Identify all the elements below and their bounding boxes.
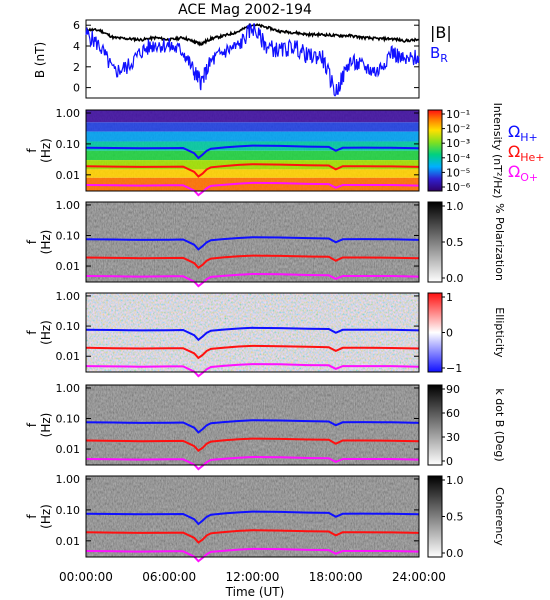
gyro-line-he-plus — [85, 163, 420, 178]
freq-tick-label: 0.01 — [56, 260, 81, 273]
freq-axis-label: f(Hz) — [25, 413, 53, 438]
freq-tick-label: 1.00 — [56, 473, 81, 486]
series-b-total — [85, 22, 420, 47]
colorbar-tick-label: 0 — [446, 327, 453, 340]
panel-power-spectrum: 1.00 0.10 0.01f(Hz) 10⁻¹ 10⁻²10⁻³ 10⁻⁴10⁻⁵ 10⁻… — [25, 103, 504, 199]
panel-ellipticity: 1.00 0.10 0.01f(Hz) 1 0 −1 Ellipticity — [25, 290, 506, 378]
colorbar-tick-label: 10⁻⁵ — [446, 166, 470, 179]
freq-axis-label: f(Hz) — [25, 504, 53, 529]
gyro-line-o-plus — [85, 272, 420, 288]
colorbar-tick-label: 0.5 — [446, 511, 464, 524]
figure-title: ACE Mag 2002-194 — [178, 2, 312, 18]
bfield-ytick-label: 4 — [73, 40, 80, 53]
gyro-legend: ΩH+ ΩHe+ ΩO+ — [508, 122, 545, 184]
gyro-line-he-plus — [85, 437, 420, 453]
x-tick-label: 18:00:00 — [309, 570, 363, 584]
colorbar-tick-label: 10⁻² — [446, 123, 470, 136]
bfield-yticks: 6 4 2 0 — [73, 19, 419, 95]
colorbar-tick-label: 10⁻⁶ — [446, 181, 471, 194]
gyro-line-he-plus — [85, 529, 420, 544]
freq-tick-label: 0.10 — [56, 138, 81, 151]
gyro-line-h-plus — [85, 144, 420, 160]
colorbar — [427, 384, 443, 466]
panel-polarization: 1.00 0.10 0.01f(Hz) 1.0 0.5 0.0 % Polarization — [25, 199, 506, 288]
gyro-line-o-plus — [85, 181, 420, 197]
x-axis: 00:00:00 06:00:00 12:00:00 18:00:00 24:00:00 — [59, 570, 446, 584]
legend-b-r: BR — [430, 44, 448, 65]
x-tick-label: 06:00:00 — [142, 570, 196, 584]
legend-omega-h: ΩH+ — [508, 122, 538, 144]
colorbar — [427, 109, 443, 192]
gyro-line-h-plus — [85, 236, 420, 251]
gyro-line-h-plus — [85, 326, 420, 342]
colorbar-tick-label: 0.5 — [446, 236, 464, 249]
colorbar-label: Coherency — [493, 487, 506, 546]
gyro-line-he-plus — [85, 344, 420, 360]
colorbar-tick-label: 1.0 — [446, 474, 464, 487]
colorbar-label: Ellipticity — [493, 307, 506, 358]
freq-tick-label: 0.01 — [56, 443, 81, 456]
colorbar — [427, 201, 443, 283]
freq-tick-label: 0.01 — [56, 350, 81, 363]
colorbar-tick-label: 60 — [446, 407, 460, 420]
freq-tick-label: 0.10 — [56, 229, 81, 242]
colorbar-tick-label: 10⁻³ — [446, 137, 470, 150]
freq-tick-label: 0.01 — [56, 169, 81, 182]
x-tick-label: 24:00:00 — [392, 570, 446, 584]
panel-bfield: B (nT) 6 4 2 0 |B| BR — [33, 19, 452, 99]
freq-tick-label: 0.10 — [56, 320, 81, 333]
legend-omega-he: ΩHe+ — [508, 142, 545, 164]
colorbar — [427, 475, 443, 558]
x-tick-label: 12:00:00 — [226, 570, 280, 584]
colorbar-tick-label: −1 — [446, 362, 462, 375]
freq-axis-label: f(Hz) — [25, 320, 53, 345]
colorbar-tick-label: 0 — [446, 455, 453, 468]
colorbar-label: % Polarization — [493, 203, 506, 281]
bfield-ytick-label: 0 — [73, 82, 80, 95]
freq-tick-label: 1.00 — [56, 290, 81, 303]
colorbar-tick-label: 30 — [446, 431, 460, 444]
freq-tick-label: 0.10 — [56, 504, 81, 517]
panel-coherency: 1.00 0.10 0.01f(Hz) 1.0 0.5 0.0 Coherency — [25, 473, 506, 563]
colorbar-tick-label: 0.0 — [446, 547, 464, 560]
colorbar-label: Intensity (nT²/Hz) — [491, 103, 504, 199]
legend-omega-o: ΩO+ — [508, 162, 538, 184]
freq-tick-label: 1.00 — [56, 107, 81, 120]
legend-b-total: |B| — [430, 23, 452, 42]
freq-tick-label: 0.10 — [56, 412, 81, 425]
gyro-line-o-plus — [85, 455, 420, 471]
colorbar — [427, 292, 443, 373]
freq-tick-label: 1.00 — [56, 382, 81, 395]
colorbar-tick-label: 1 — [446, 291, 453, 304]
colorbar-tick-label: 1.0 — [446, 200, 464, 213]
gyro-line-o-plus — [85, 363, 420, 378]
freq-tick-label: 1.00 — [56, 199, 81, 212]
colorbar-label: k dot B (Deg) — [493, 388, 506, 461]
colorbar-tick-label: 10⁻¹ — [446, 108, 470, 121]
colorbar-tick-label: 90 — [446, 383, 460, 396]
gyro-line-h-plus — [85, 510, 420, 526]
panel-wave-normal-angle: 1.00 0.10 0.01f(Hz) 90 60 30 0 k dot B (Deg) — [25, 382, 506, 471]
bfield-ytick-label: 6 — [73, 19, 80, 32]
freq-tick-label: 0.01 — [56, 535, 81, 548]
gyro-line-h-plus — [85, 419, 420, 434]
x-tick-label: 00:00:00 — [59, 570, 113, 584]
colorbar-tick-label: 0.0 — [446, 272, 464, 285]
series-b-r — [85, 23, 420, 97]
gyro-line-he-plus — [85, 254, 420, 270]
x-axis-label: Time (UT) — [225, 585, 285, 599]
bfield-ylabel: B (nT) — [33, 42, 47, 78]
gyro-line-o-plus — [85, 547, 420, 563]
colorbar-tick-label: 10⁻⁴ — [446, 152, 471, 165]
bfield-ytick-label: 2 — [73, 61, 80, 74]
freq-axis-label: f(Hz) — [25, 230, 53, 255]
freq-axis-label: f(Hz) — [25, 138, 53, 163]
